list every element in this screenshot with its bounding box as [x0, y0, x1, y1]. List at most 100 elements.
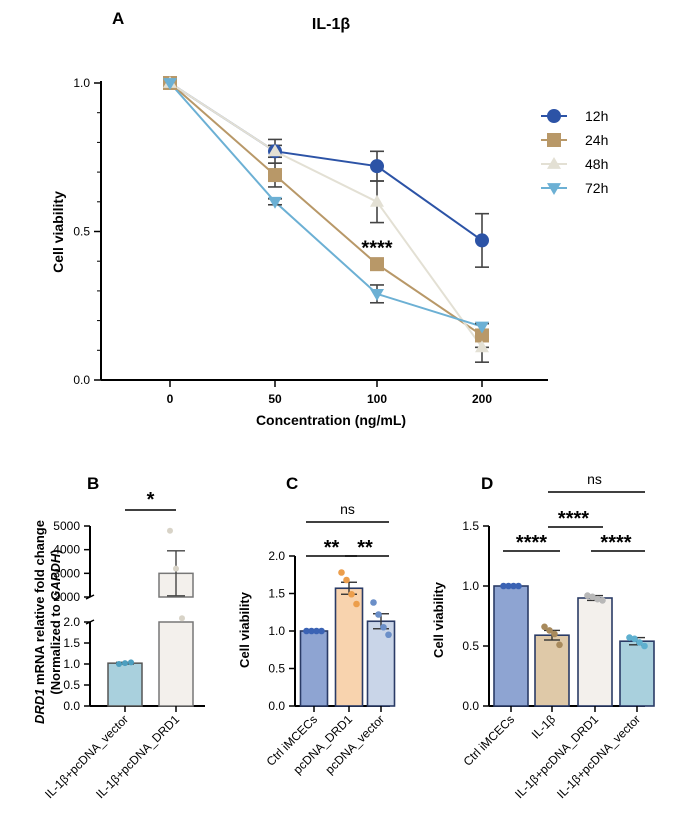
chart-b-ytick-label: 3000	[53, 566, 80, 580]
chart-a-point	[475, 321, 489, 334]
chart-c-data-point	[353, 600, 360, 608]
chart-b-ytick-label: 0.5	[63, 678, 80, 692]
chart-c-ytick-label: 1.5	[268, 587, 285, 601]
chart-c-sig-label: **	[324, 537, 340, 559]
chart-d-data-point	[631, 635, 638, 643]
chart-c-data-point	[343, 576, 350, 584]
chart-b-ytick-label: 4000	[53, 543, 80, 557]
chart-a-annotation: ****	[361, 237, 392, 259]
chart-d-data-point	[641, 642, 648, 650]
chart-d-xtick-label: Ctrl iMCECs	[461, 712, 518, 769]
chart-a-series-line	[169, 82, 483, 328]
chart-d-sig-label: ns	[587, 471, 602, 487]
chart-d-ytick-label: 1.0	[462, 579, 479, 593]
chart-a-point	[163, 78, 177, 90]
chart-c-ytick-label: 0.5	[268, 662, 285, 676]
chart-c-data-point	[380, 623, 387, 631]
chart-d-data-point	[505, 582, 512, 590]
chart-d-bar	[577, 597, 613, 707]
chart-a-series-line	[169, 82, 483, 337]
chart-a-legend-marker	[547, 133, 561, 147]
panel-label-b: B	[87, 474, 99, 493]
chart-a-legend-marker	[547, 183, 561, 195]
chart-c-ytick-label: 2.0	[268, 549, 285, 563]
chart-c-ylabel: Cell viability	[237, 591, 252, 668]
chart-b-data-point	[173, 565, 179, 572]
chart-a-legend-label: 24h	[585, 132, 608, 148]
chart-b-ytick-label: 5000	[53, 519, 80, 533]
chart-b-ylabel2-gene: GAPDH	[48, 553, 63, 601]
chart-a-point	[370, 194, 384, 207]
chart-c-sig-label: ns	[340, 501, 355, 517]
chart-d-data-point	[541, 623, 548, 631]
chart-a-ytick-label: 0.0	[73, 373, 90, 387]
chart-a-legend-label: 72h	[585, 180, 608, 196]
chart-c-data-point	[313, 627, 320, 635]
chart-a-point	[268, 168, 282, 183]
chart-c-ytick-label: 0.0	[268, 699, 285, 713]
chart-d-data-point	[500, 582, 507, 590]
chart-b-xtick-label: IL-1β+pcDNA_vector	[42, 712, 131, 801]
chart-c-bar	[299, 630, 329, 707]
chart-b-ylabel2-suffix: )	[48, 549, 63, 553]
chart-c-data-point	[338, 569, 345, 576]
chart-a-legend-label: 48h	[585, 156, 608, 172]
chart-a-ylabel: Cell viability	[50, 191, 66, 273]
chart-d-ytick-label: 0.0	[462, 699, 479, 713]
chart-b-bar	[158, 621, 194, 707]
panel-label-a: A	[112, 9, 124, 28]
chart-d-data-point	[626, 634, 633, 641]
chart-a-point	[370, 257, 384, 272]
chart-b-ylabel2-prefix: (Normalized to	[48, 601, 63, 695]
chart-a-legend-label: 12h	[585, 108, 608, 124]
chart-d-xtick-label: IL-1β	[529, 712, 558, 741]
chart-d-data-point	[599, 597, 606, 604]
chart-d-ytick-label: 0.5	[462, 639, 479, 653]
chart-d-sig-label: ****	[558, 508, 589, 530]
chart-d-data-point	[594, 595, 601, 603]
chart-b-bar-break	[157, 598, 195, 621]
chart-a-point	[268, 144, 282, 157]
chart-c-data-point	[375, 611, 382, 618]
chart-d-data-point	[556, 641, 563, 649]
chart-d-xtick-label: IL-1β+pcDNA_vector	[554, 712, 643, 801]
chart-b-ytick-label: 0.0	[63, 699, 80, 713]
chart-a-series-line	[169, 82, 483, 242]
chart-a-ytick-label: 1.0	[73, 76, 90, 90]
chart-d-data-point	[515, 582, 522, 590]
chart-a-xtick-label: 50	[268, 392, 282, 406]
chart-marks: 0.00.51.00 50 100 200****12h24h48h72h0.00.5…	[42, 76, 655, 801]
panel-label-d: D	[481, 474, 493, 493]
chart-d-ytick-label: 1.5	[462, 519, 479, 533]
chart-a-title: IL-1β	[312, 16, 350, 33]
chart-a-point	[475, 340, 489, 353]
chart-b-ylabel-text: mRNA relative fold change	[32, 520, 47, 689]
chart-a-xlabel: Concentration (ng/mL)	[256, 412, 406, 428]
chart-c-data-point	[303, 627, 310, 635]
chart-d-sig-label: ****	[600, 532, 631, 554]
chart-c-ytick-label: 1.0	[268, 624, 285, 638]
chart-a-point	[475, 328, 489, 343]
chart-a-xtick-label: 100	[367, 392, 387, 406]
chart-a-point	[475, 233, 489, 248]
chart-b-ytick-label: 1.0	[63, 657, 80, 671]
chart-c-data-point	[308, 627, 315, 635]
chart-c-data-point	[348, 590, 355, 598]
chart-b-ytick-label: 1.5	[63, 636, 80, 650]
chart-b-ylabel-gene: DRD1	[32, 689, 47, 724]
chart-a-series-line	[169, 82, 483, 348]
chart-b-ytick-label: 2.0	[63, 615, 80, 629]
chart-b-data-point	[179, 615, 185, 622]
chart-a-point	[268, 196, 282, 209]
chart-c-sig-label: **	[357, 537, 373, 559]
chart-d-sig-label: ****	[516, 532, 547, 554]
chart-b-ylabel: DRD1 mRNA relative fold change	[32, 520, 47, 724]
chart-b-sig-label: *	[147, 489, 155, 511]
chart-d-bar	[619, 640, 655, 707]
panel-label-c: C	[286, 474, 298, 493]
chart-b-data-point	[167, 527, 173, 534]
chart-d-ylabel: Cell viability	[431, 581, 446, 658]
chart-a-legend-marker	[547, 157, 561, 169]
chart-d-bar	[493, 585, 529, 707]
